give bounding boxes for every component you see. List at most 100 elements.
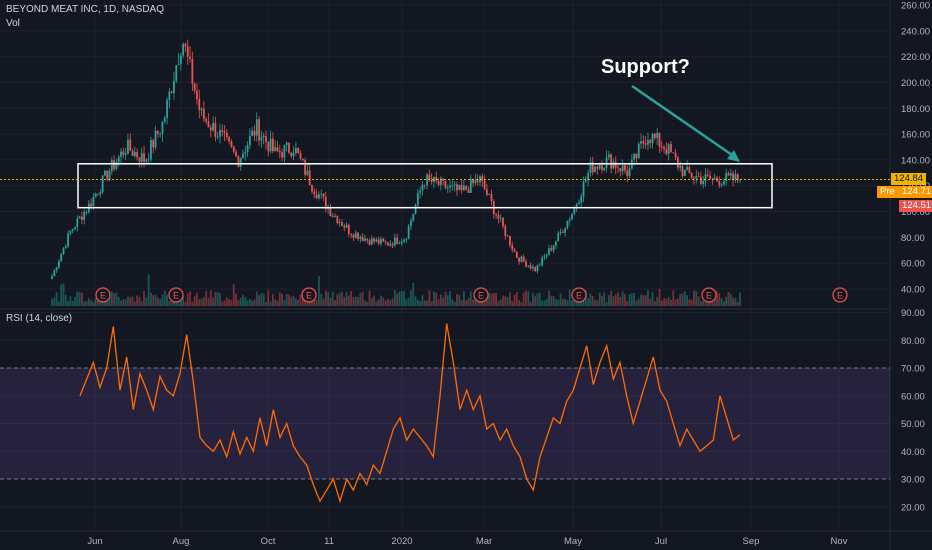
candle-body — [200, 108, 203, 110]
volume-bar — [198, 299, 201, 306]
volume-bar — [53, 297, 56, 306]
volume-bar — [101, 301, 104, 306]
volume-bar — [354, 296, 357, 306]
volume-bar — [350, 290, 353, 306]
candle-body — [688, 166, 691, 173]
volume-bar — [598, 292, 601, 306]
volume-bar — [582, 299, 585, 306]
candle-body — [318, 194, 320, 199]
volume-bar — [458, 295, 461, 306]
candle-body — [163, 117, 166, 122]
earnings-marker-label: E — [100, 291, 106, 301]
candle-body — [189, 56, 191, 60]
candle-body — [276, 147, 279, 152]
support-zone-box[interactable] — [77, 163, 773, 209]
candle-body — [341, 222, 343, 226]
volume-bar — [439, 294, 442, 306]
volume-bar — [177, 301, 180, 306]
candle-body — [686, 166, 688, 170]
annotation-arrow-line[interactable] — [631, 84, 736, 159]
candle-body — [518, 257, 521, 262]
volume-bar — [508, 292, 511, 306]
price-tick-label: 240.00 — [901, 26, 930, 37]
volume-bar — [230, 300, 233, 306]
volume-bar — [683, 291, 686, 306]
volume-bar — [557, 299, 560, 306]
candle-body — [110, 160, 113, 172]
candle-body — [426, 174, 428, 186]
volume-bar — [587, 298, 590, 306]
volume-bar — [145, 297, 148, 306]
volume-bar — [202, 297, 205, 306]
volume-bar — [541, 300, 544, 306]
volume-bar — [113, 293, 116, 306]
annotation-arrowhead — [727, 150, 740, 162]
annotation-text[interactable]: Support? — [601, 56, 690, 78]
volume-bar — [465, 300, 468, 306]
volume-bar — [520, 301, 523, 306]
candle-body — [683, 169, 686, 177]
candle-body — [311, 185, 313, 192]
candle-body — [508, 235, 511, 246]
candle-body — [566, 220, 569, 229]
candle-body — [421, 184, 424, 191]
volume-bar — [94, 298, 97, 306]
price-tick-label: 160.00 — [901, 130, 930, 141]
volume-bar — [739, 292, 741, 306]
volume-bar — [74, 296, 76, 306]
volume-bar — [727, 291, 730, 306]
volume-bar — [152, 295, 155, 306]
volume-bar — [605, 301, 608, 306]
volume-bar — [552, 295, 555, 306]
candle-body — [152, 140, 155, 148]
volume-bar — [561, 298, 564, 306]
volume-bar — [150, 292, 152, 306]
volume-bar — [405, 299, 408, 306]
candle-body — [511, 245, 514, 250]
candle-body — [674, 152, 677, 158]
volume-bar — [497, 300, 500, 306]
volume-bar — [182, 296, 185, 306]
candle-body — [584, 180, 587, 182]
volume-bar — [161, 294, 164, 306]
candle-body — [108, 171, 111, 180]
volume-bar — [92, 301, 95, 306]
candle-body — [168, 91, 171, 100]
volume-bar — [732, 297, 734, 306]
volume-bar — [653, 301, 656, 306]
candle-body — [166, 99, 168, 118]
candle-body — [375, 239, 378, 242]
candle-body — [642, 141, 645, 144]
earnings-marker-circle — [168, 287, 184, 303]
candle-body — [274, 147, 277, 152]
candle-body — [389, 243, 392, 246]
volume-bar — [108, 292, 111, 306]
volume-bar — [734, 297, 737, 306]
volume-bar — [106, 300, 109, 306]
candle-body — [214, 122, 217, 137]
candle-body — [541, 257, 544, 265]
volume-bar — [69, 296, 72, 306]
candle-body — [548, 248, 550, 255]
candle-body — [244, 152, 247, 154]
volume-bar — [156, 297, 159, 306]
volume-bar — [511, 301, 514, 306]
volume-bar — [133, 301, 136, 306]
volume-bar — [426, 300, 428, 306]
candle-body — [97, 193, 99, 195]
candle-body — [649, 140, 652, 144]
volume-bar — [504, 296, 507, 306]
candle-body — [271, 138, 274, 152]
volume-bar — [120, 300, 122, 306]
volume-bar — [651, 292, 654, 306]
candle-body — [370, 238, 373, 245]
rsi-tick-label: 50.00 — [901, 419, 925, 430]
candle-body — [483, 180, 486, 190]
time-tick-label: 2020 — [391, 536, 412, 547]
volume-bar — [400, 291, 403, 306]
volume-bar — [674, 299, 677, 306]
candle-body — [159, 133, 162, 135]
candle-body — [495, 213, 497, 215]
volume-bar — [502, 295, 504, 306]
